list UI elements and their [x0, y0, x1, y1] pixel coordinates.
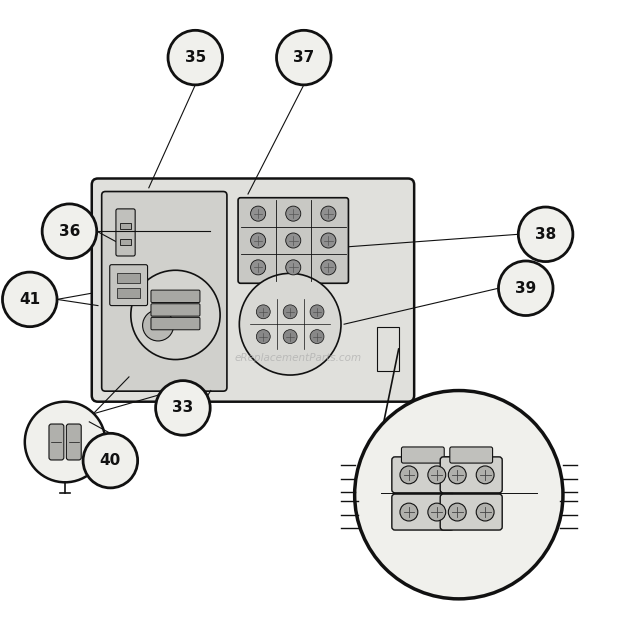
Text: eReplacementParts.com: eReplacementParts.com — [234, 354, 361, 363]
Text: 38: 38 — [535, 227, 556, 242]
FancyBboxPatch shape — [392, 494, 454, 530]
FancyBboxPatch shape — [116, 209, 135, 256]
Circle shape — [143, 310, 174, 341]
FancyBboxPatch shape — [102, 191, 227, 391]
Circle shape — [321, 260, 336, 275]
Circle shape — [448, 503, 466, 521]
Bar — [120, 223, 131, 230]
Circle shape — [250, 260, 265, 275]
Circle shape — [428, 466, 446, 484]
Circle shape — [25, 402, 105, 482]
Circle shape — [428, 503, 446, 521]
Circle shape — [2, 272, 57, 327]
Text: 36: 36 — [59, 224, 80, 238]
Circle shape — [400, 466, 418, 484]
Bar — [120, 238, 131, 245]
FancyBboxPatch shape — [392, 457, 454, 493]
Bar — [117, 273, 140, 282]
Circle shape — [277, 31, 331, 85]
Text: 39: 39 — [515, 280, 536, 296]
FancyBboxPatch shape — [92, 179, 414, 402]
Circle shape — [168, 31, 223, 85]
FancyBboxPatch shape — [66, 424, 81, 460]
Text: 37: 37 — [293, 50, 314, 65]
FancyBboxPatch shape — [151, 290, 200, 303]
Circle shape — [131, 270, 220, 359]
Circle shape — [321, 206, 336, 221]
FancyBboxPatch shape — [440, 494, 502, 530]
Circle shape — [476, 466, 494, 484]
Circle shape — [310, 305, 324, 319]
Circle shape — [286, 206, 301, 221]
Circle shape — [400, 503, 418, 521]
Circle shape — [283, 329, 297, 343]
Circle shape — [476, 503, 494, 521]
Circle shape — [256, 329, 270, 343]
Circle shape — [83, 433, 138, 488]
Circle shape — [239, 273, 341, 375]
FancyBboxPatch shape — [450, 447, 492, 463]
Text: 35: 35 — [185, 50, 206, 65]
Bar — [377, 328, 399, 371]
Text: 33: 33 — [172, 401, 193, 415]
FancyBboxPatch shape — [151, 304, 200, 316]
Circle shape — [310, 329, 324, 343]
Circle shape — [42, 204, 97, 258]
Circle shape — [321, 233, 336, 248]
Circle shape — [250, 206, 265, 221]
Circle shape — [498, 261, 553, 315]
Circle shape — [283, 305, 297, 319]
FancyBboxPatch shape — [151, 317, 200, 330]
FancyBboxPatch shape — [110, 265, 148, 306]
Circle shape — [518, 207, 573, 261]
Text: 40: 40 — [100, 453, 121, 468]
FancyBboxPatch shape — [238, 198, 348, 283]
Circle shape — [286, 233, 301, 248]
Circle shape — [250, 233, 265, 248]
Circle shape — [156, 380, 210, 435]
Bar — [117, 287, 140, 298]
Circle shape — [286, 260, 301, 275]
Circle shape — [355, 391, 563, 599]
FancyBboxPatch shape — [402, 447, 444, 463]
FancyBboxPatch shape — [49, 424, 64, 460]
Text: 41: 41 — [19, 292, 40, 307]
Circle shape — [448, 466, 466, 484]
Circle shape — [256, 305, 270, 319]
FancyBboxPatch shape — [440, 457, 502, 493]
